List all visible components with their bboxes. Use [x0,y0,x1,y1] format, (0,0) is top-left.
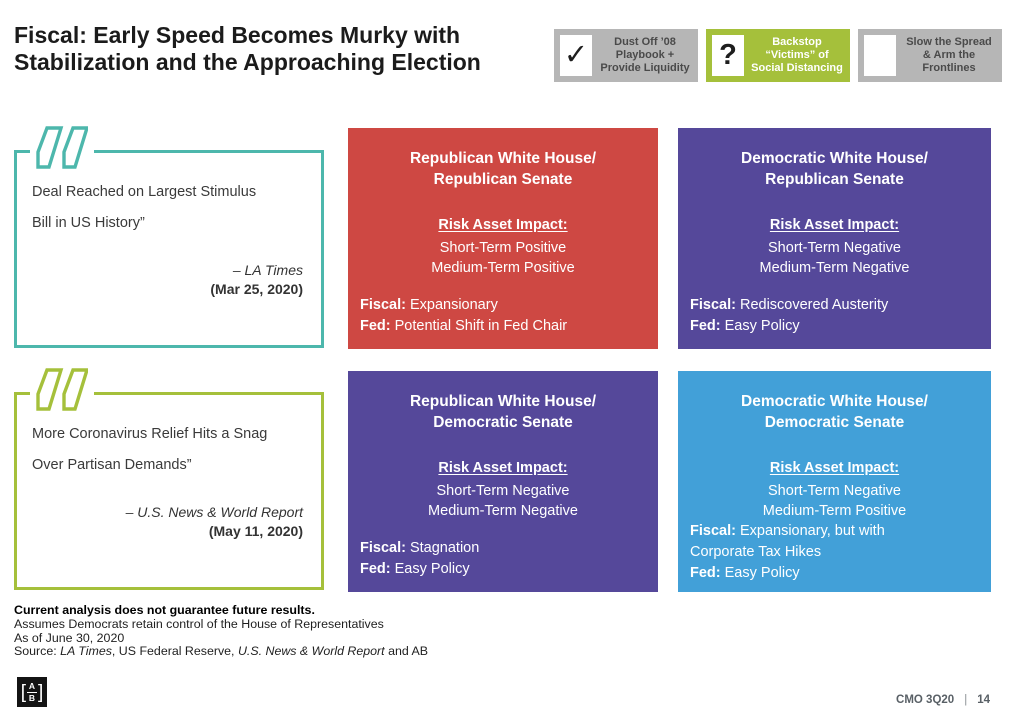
policy-summary: Fiscal: Expansionary Fed: Potential Shif… [348,295,658,349]
impact-heading: Risk Asset Impact: [769,217,900,233]
title-line-2: Stabilization and the Approaching Electi… [14,49,481,75]
phase-item-label: Slow the Spread & Arm the Frontlines [906,36,992,74]
source-line: Source: LA Times, US Federal Reserve, U.… [14,644,429,659]
quote-date: (May 11, 2020) [208,523,303,539]
page-title: Fiscal: Early Speed Becomes Murky with St… [14,22,559,76]
scenario-title: Democratic White House/Democratic Senate [741,393,928,431]
impact-medium-term: Medium-Term Negative [759,260,910,276]
phase-item-label: Dust Off ’08 Playbook + Provide Liquidity [600,36,690,74]
quote-attribution: – LA Times (Mar 25, 2020) [210,261,303,299]
as-of-date: As of June 30, 2020 [14,630,125,645]
fiscal-line: Fiscal: Expansionary, but with Corporate… [690,523,885,560]
quote-text-line: Deal Reached on Largest Stimulus [32,184,257,200]
quote-marks-icon [30,126,94,170]
quote-text: More Coronavirus Relief Hits a Snag Over… [32,419,310,481]
ab-logo: [ A B ] [17,677,47,707]
fed-line: Fed: Potential Shift in Fed Chair [360,318,568,334]
check-icon: ✓ [563,39,589,71]
policy-summary: Fiscal: Expansionary, but with Corporate… [678,521,991,596]
quote-text: Deal Reached on Largest Stimulus Bill in… [32,177,310,239]
phase-tracker: ✓ Dust Off ’08 Playbook + Provide Liquidit… [554,29,1002,82]
impact-medium-term: Medium-Term Positive [762,503,907,519]
footnote: Current analysis does not guarantee futu… [14,603,429,659]
impact-heading: Risk Asset Impact: [769,460,900,476]
quote-text-line: Bill in US History” [32,215,145,231]
fed-line: Fed: Easy Policy [690,565,800,581]
doc-ref: CMO 3Q20 [896,694,955,706]
phase-item-label: Backstop “Victims” of Social Distancing [751,36,843,74]
page-number: 14 [977,694,990,706]
quote-date: (Mar 25, 2020) [210,281,303,297]
question-mark-icon: ? [719,39,737,71]
phase-item-dust-off-08-playbook: ✓ Dust Off ’08 Playbook + Provide Liquidit… [554,29,698,82]
impact-heading: Risk Asset Impact: [438,460,568,476]
fed-line: Fed: Easy Policy [690,318,800,334]
fed-line: Fed: Easy Policy [360,561,470,577]
impact-short-term: Short-Term Positive [439,240,567,256]
disclaimer-text: Current analysis does not guarantee futu… [14,603,315,617]
impact-medium-term: Medium-Term Positive [431,260,575,276]
scenario-title: Republican White House/Democratic Senate [409,393,596,431]
fiscal-line: Fiscal: Stagnation [360,540,480,556]
page-reference: CMO 3Q20 | 14 [896,694,990,706]
quote-attribution: – U.S. News & World Report (May 11, 2020… [126,503,303,541]
logo-bracket-left: [ [20,681,26,703]
impact-medium-term: Medium-Term Negative [428,503,578,519]
policy-summary: Fiscal: Rediscovered Austerity Fed: Easy… [678,295,991,349]
scenario-title: Republican White House/Republican Senate [409,150,596,188]
checkbox-checked: ✓ [560,35,592,76]
risk-asset-impact: Risk Asset Impact: Short-Term Positive M… [348,215,658,278]
scenario-card-dem-wh-rep-senate: Democratic White House/Republican Senate… [678,128,991,349]
phase-item-slow-the-spread: Slow the Spread & Arm the Frontlines [858,29,1002,82]
logo-bracket-right: ] [38,681,44,703]
fiscal-line: Fiscal: Expansionary [360,297,498,313]
checkbox-question: ? [712,35,744,76]
risk-asset-impact: Risk Asset Impact: Short-Term Negative M… [348,458,658,521]
fiscal-line: Fiscal: Rediscovered Austerity [690,297,889,313]
quote-text-line: Over Partisan Demands” [32,457,192,473]
scenario-card-rep-wh-dem-senate: Republican White House/Democratic Senate… [348,371,658,592]
assumption-text: Assumes Democrats retain control of the … [14,616,384,631]
logo-divider [27,691,37,693]
quote-text-line: More Coronavirus Relief Hits a Snag [32,426,268,442]
scenario-card-dem-wh-dem-senate: Democratic White House/Democratic Senate… [678,371,991,592]
impact-short-term: Short-Term Negative [436,483,570,499]
risk-asset-impact: Risk Asset Impact: Short-Term Negative M… [678,215,991,278]
impact-short-term: Short-Term Negative [768,240,901,256]
logo-letters: A B [27,681,37,703]
policy-summary: Fiscal: Stagnation Fed: Easy Policy [348,538,658,592]
phase-item-backstop-victims: ? Backstop “Victims” of Social Distancing [706,29,850,82]
quote-source: – U.S. News & World Report [125,504,303,520]
checkbox-empty [864,35,896,76]
impact-short-term: Short-Term Negative [768,483,901,499]
quote-card-la-times: Deal Reached on Largest Stimulus Bill in… [14,126,324,348]
scenario-card-rep-wh-rep-senate: Republican White House/Republican Senate… [348,128,658,349]
quote-marks-icon [30,368,94,412]
impact-heading: Risk Asset Impact: [438,217,568,233]
quote-source: – LA Times [232,262,303,278]
title-line-1: Fiscal: Early Speed Becomes Murky with [14,22,461,48]
page-separator: | [964,694,968,706]
scenario-title: Democratic White House/Republican Senate [741,150,928,188]
risk-asset-impact: Risk Asset Impact: Short-Term Negative M… [678,458,991,521]
quote-card-us-news: More Coronavirus Relief Hits a Snag Over… [14,368,324,590]
